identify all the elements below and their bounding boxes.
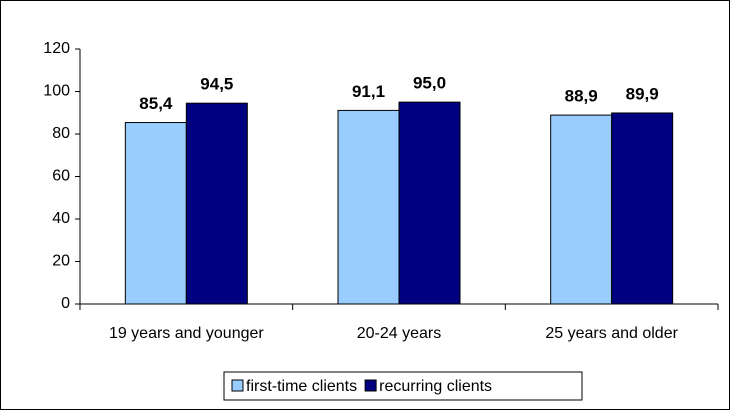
- data-label: 91,1: [352, 82, 385, 101]
- data-label: 89,9: [626, 84, 659, 103]
- y-tick-label: 120: [43, 40, 70, 57]
- data-label: 85,4: [139, 94, 173, 113]
- x-tick-label: 20-24 years: [357, 325, 442, 342]
- legend-box: [223, 371, 583, 401]
- x-tick-label: 19 years and younger: [109, 325, 264, 342]
- legend: first-time clients recurring clients: [223, 371, 583, 401]
- legend-swatch: [231, 379, 244, 392]
- legend-label: first-time clients: [246, 378, 357, 395]
- y-tick-label: 100: [43, 83, 70, 100]
- bar: [611, 112, 674, 305]
- y-tick-label: 40: [52, 210, 70, 227]
- legend-label: recurring clients: [379, 378, 492, 395]
- legend-swatch: [364, 379, 377, 392]
- bar: [185, 102, 248, 305]
- y-tick-label: 80: [52, 125, 70, 142]
- y-tick-label: 20: [52, 253, 70, 270]
- x-tick-label: 25 years and older: [545, 325, 678, 342]
- data-label: 88,9: [565, 87, 598, 106]
- y-tick-label: 60: [52, 168, 70, 185]
- bar: [124, 122, 187, 305]
- data-label: 95,0: [413, 74, 446, 93]
- bar: [550, 114, 613, 305]
- bar: [398, 101, 461, 305]
- y-tick-label: 0: [61, 295, 70, 312]
- data-label: 94,5: [200, 75, 233, 94]
- bar: [337, 109, 400, 305]
